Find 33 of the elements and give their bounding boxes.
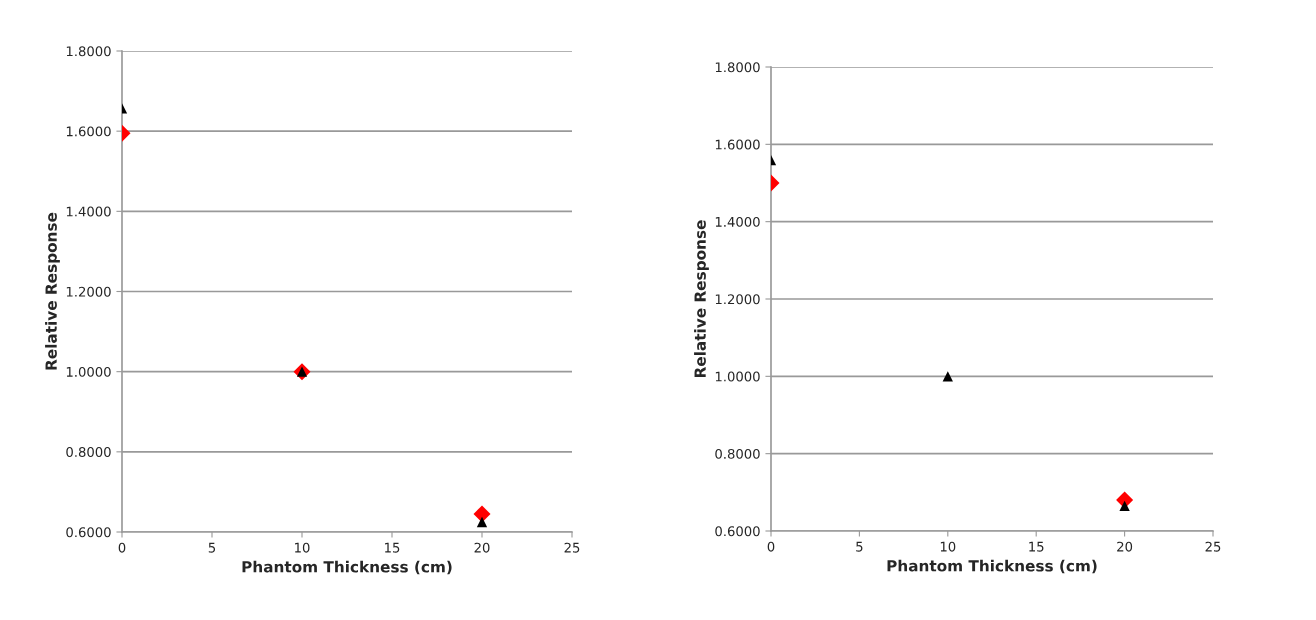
y-tick-label: 1.4000 <box>715 216 760 227</box>
x-tick-label: 20 <box>474 542 490 553</box>
x-tick-label: 5 <box>856 541 863 552</box>
x-tick-label: 15 <box>1029 541 1044 552</box>
y-tick-label: 1.4000 <box>66 206 111 217</box>
x-tick-label: 10 <box>940 541 956 552</box>
x-tick-label: 5 <box>208 542 216 553</box>
x-axis-title: Phantom Thickness (cm) <box>242 560 452 575</box>
y-axis-title: Relative Response <box>694 220 709 378</box>
point <box>473 505 491 523</box>
y-tick-label: 1.2000 <box>715 294 760 305</box>
point <box>1119 500 1130 512</box>
y-tick-label: 1.8000 <box>715 62 760 73</box>
x-tick-label: 15 <box>385 542 400 553</box>
x-tick-label: 0 <box>767 541 775 552</box>
y-tick-label: 0.8000 <box>715 448 760 459</box>
y-tick-label: 1.6000 <box>715 139 760 150</box>
y-tick-label: 1.8000 <box>66 46 111 57</box>
x-tick-label: 20 <box>1117 541 1133 552</box>
x-tick-label: 10 <box>295 542 310 553</box>
y-tick-label: 1.2000 <box>66 286 111 297</box>
x-tick-label: 0 <box>118 542 126 553</box>
y-tick-label: 1.0000 <box>715 371 760 382</box>
point <box>476 516 488 528</box>
y-tick-label: 1.6000 <box>66 126 111 137</box>
x-tick-label: 25 <box>564 542 580 553</box>
x-axis-title: Phantom Thickness (cm) <box>887 559 1097 574</box>
y-tick-label: 0.6000 <box>715 526 760 537</box>
x-tick-label: 25 <box>1205 541 1221 552</box>
y-tick-label: 0.8000 <box>66 447 111 458</box>
y-tick-label: 1.0000 <box>66 366 111 377</box>
y-tick-label: 0.6000 <box>66 527 111 538</box>
y-axis-title: Relative Response <box>45 212 60 370</box>
